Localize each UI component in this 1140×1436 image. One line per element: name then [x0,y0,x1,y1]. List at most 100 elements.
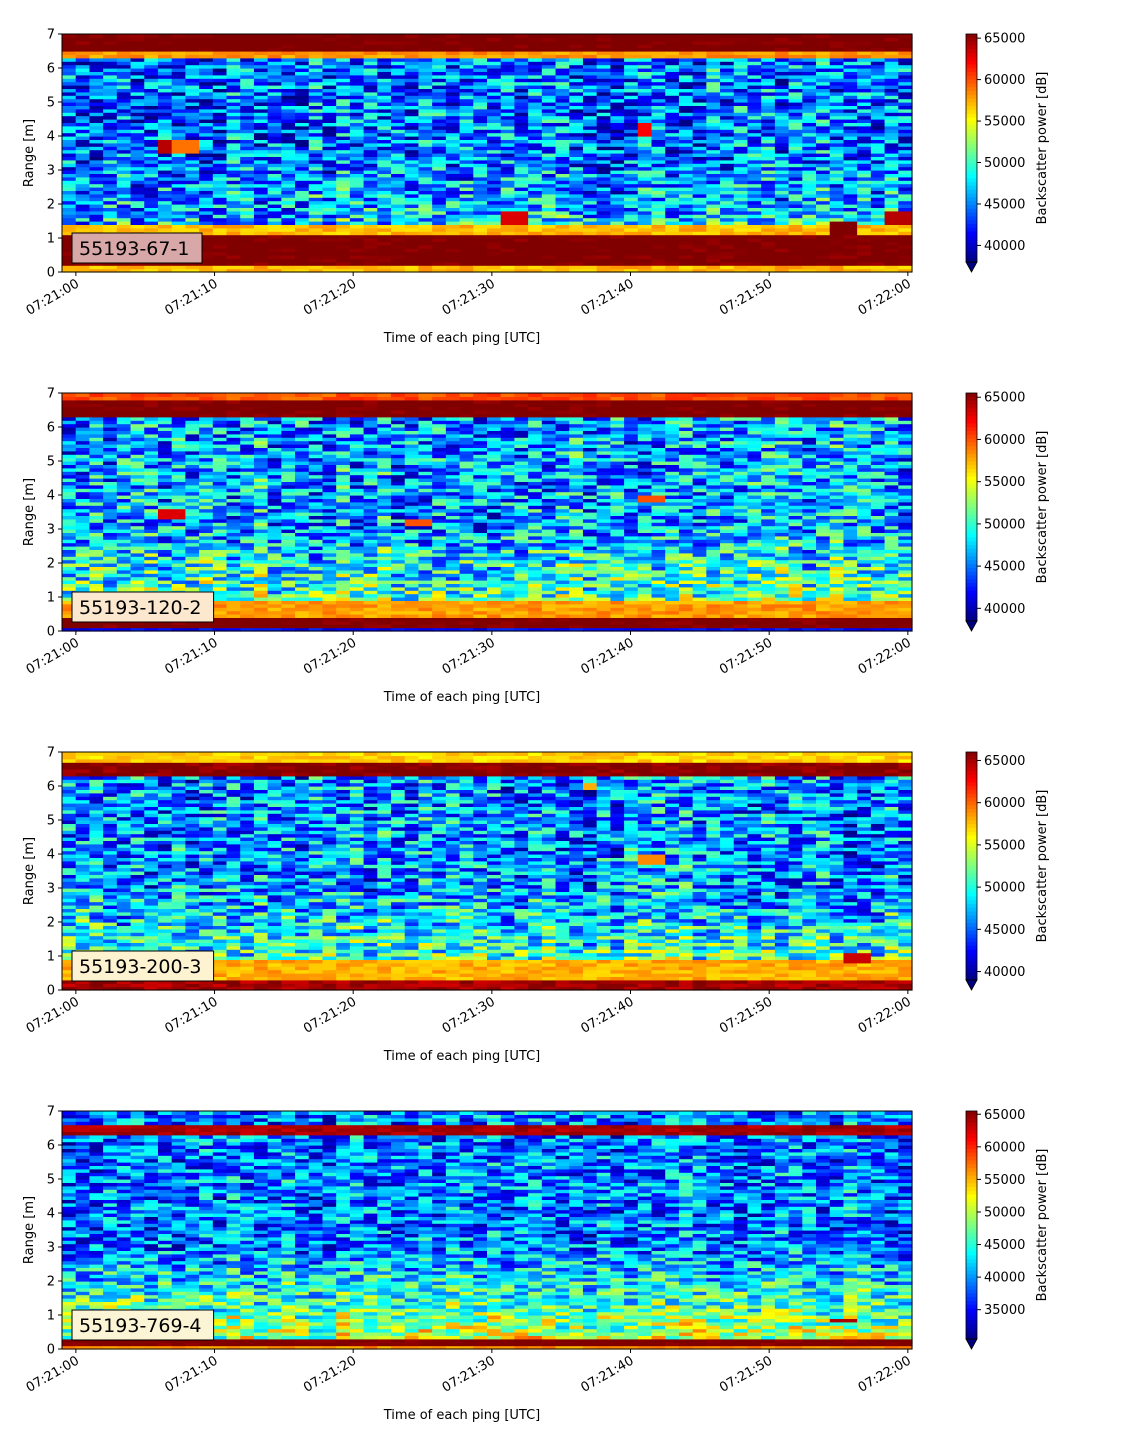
heatmap-cell [144,150,158,154]
heatmap-cell [514,228,528,232]
heatmap-cell [62,403,76,407]
heatmap-cell [775,211,789,215]
heatmap-cell [213,184,227,188]
heatmap-cell [542,201,556,205]
heatmap-cell [843,245,857,249]
heatmap-cell [473,201,487,205]
heatmap-cell [624,228,638,232]
colorbar-segment [966,114,977,118]
heatmap-cell [322,201,336,205]
heatmap-cell [460,228,474,232]
heatmap-cell [610,34,624,38]
heatmap-cell [569,228,583,232]
heatmap-cell [693,252,707,256]
heatmap-cell [898,265,912,269]
heatmap-cell [213,143,227,147]
heatmap-cell [885,167,899,171]
heatmap-cell [487,177,501,181]
heatmap-cell [185,34,199,38]
heatmap-cell [199,265,213,269]
heatmap-cell [898,160,912,164]
heatmap-cell [624,34,638,38]
heatmap-cell [830,167,844,171]
heatmap-cell [446,177,460,181]
heatmap-cell [405,235,419,239]
heatmap-cell [665,201,679,205]
heatmap-cell [199,150,213,154]
heatmap-cell [144,184,158,188]
heatmap-cell [706,245,720,249]
colorbar-segment [966,220,977,224]
colorbar-segment [966,197,977,201]
heatmap-cell [432,194,446,198]
colorbar-segment [966,34,977,38]
heatmap-cell [322,133,336,137]
heatmap-cell [199,228,213,232]
heatmap-cell [309,265,323,269]
heatmap-cell [62,160,76,164]
colorbar-segment [966,99,977,103]
colorbar-segment [966,216,977,220]
heatmap-cell [432,167,446,171]
heatmap-cell [158,167,172,171]
heatmap-cell [542,252,556,256]
heatmap-cell [254,194,268,198]
heatmap-cell [501,245,515,249]
heatmap-cell [528,150,542,154]
heatmap-cell [802,235,816,239]
heatmap-cell [103,133,117,137]
heatmap-cell [898,235,912,239]
heatmap-cell [487,228,501,232]
heatmap-cell [405,218,419,222]
heatmap-cell [281,201,295,205]
heatmap-cell [528,160,542,164]
heatmap-cell [830,201,844,205]
heatmap-cell [254,228,268,232]
heatmap-cell [528,245,542,249]
colorbar-segment [966,251,977,255]
heatmap-cell [158,454,172,458]
heatmap-cell [336,218,350,222]
heatmap-cell [268,194,282,198]
heatmap-cell [418,143,432,147]
heatmap-cell [583,228,597,232]
heatmap-cell [131,194,145,198]
heatmap-cell [131,184,145,188]
heatmap-cell [117,184,131,188]
heatmap-cell [391,194,405,198]
heatmap-cell [309,194,323,198]
heatmap-cell [885,143,899,147]
heatmap-cell [775,160,789,164]
heatmap-cell [227,167,241,171]
heatmap-cell [514,184,528,188]
heatmap-cell [172,228,186,232]
heatmap-cell [144,218,158,222]
heatmap-cell [268,265,282,269]
colorbar-tick-label: 65000 [984,32,1025,47]
heatmap-cell [309,133,323,137]
heatmap-cell [693,211,707,215]
heatmap-cell [322,34,336,38]
heatmap-cell [227,265,241,269]
heatmap-cell [597,194,611,198]
heatmap-cell [775,177,789,181]
heatmap-cell [295,252,309,256]
heatmap-cell [295,133,309,137]
colorbar-label: Backscatter power [dB] [1035,72,1050,225]
heatmap-cell [542,194,556,198]
heatmap-cell [857,143,871,147]
heatmap-cell [501,133,515,137]
heatmap-cell [885,252,899,256]
heatmap-cell [89,167,103,171]
heatmap-cell [350,265,364,269]
heatmap-cell [185,177,199,181]
heatmap-cell [569,235,583,239]
heatmap-cell [117,454,131,458]
heatmap-cell [295,167,309,171]
heatmap-cell [158,211,172,215]
heatmap-cell [885,194,899,198]
heatmap-cell [885,34,899,38]
heatmap-cell [76,228,90,232]
heatmap-cell [117,143,131,147]
heatmap-cell [117,218,131,222]
